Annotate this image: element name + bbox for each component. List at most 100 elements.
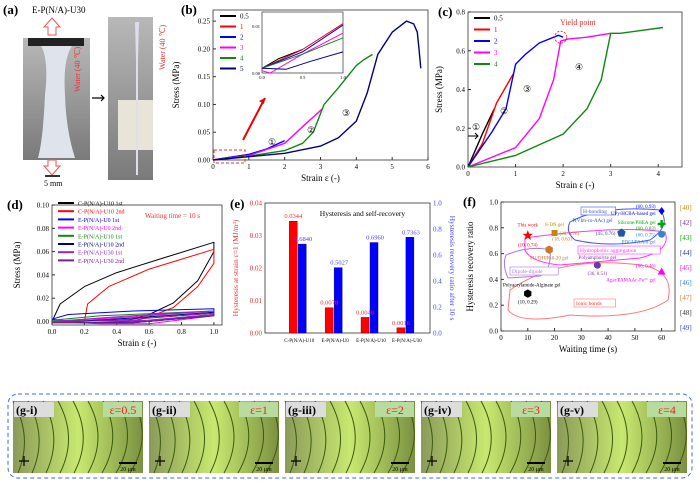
reference-label: [48] <box>680 309 692 317</box>
arrow-right-icon <box>468 132 479 140</box>
point-name-label: Agar/PAMAAc-Fe³⁺ gel <box>606 278 656 284</box>
y-axis-label: Hysteresis at strain ε=1 (MJ/m³) <box>231 219 240 316</box>
image-tag: (g-ii) <box>152 403 177 417</box>
fiber <box>631 400 643 474</box>
tag-box <box>422 402 462 417</box>
y2-tick-label: 0.0 <box>433 330 442 338</box>
x-axis-label: Waiting time (s) <box>559 344 617 354</box>
bar-recovery <box>298 243 307 334</box>
y-axis-label: Stress (MPa) <box>12 242 22 289</box>
group-label: Ionic bonds <box>576 301 602 307</box>
point-name-label: P(VIm-co-AAc) gel <box>572 219 613 224</box>
strain-label: ε=1 <box>250 403 268 417</box>
legend-label: 4 <box>494 61 498 69</box>
x-tick-label: 6 <box>426 163 430 171</box>
clamp-top <box>28 38 84 46</box>
reference-label: [46] <box>680 279 692 287</box>
y-tick-label: 0.00 <box>250 330 263 338</box>
y-tick-label: 0.03 <box>250 232 263 240</box>
hexagon-marker <box>545 245 553 254</box>
series-line <box>261 23 344 69</box>
arrow-down-icon <box>42 159 62 176</box>
legend-label: 4 <box>240 55 244 63</box>
group-label-box <box>577 245 661 255</box>
region-marker: ② <box>500 106 508 116</box>
legend-label: E-P(N/A)-U10 1st <box>78 233 122 240</box>
crosshair-icon <box>155 456 165 466</box>
yield-point-marker <box>554 30 568 44</box>
inset-x-tick: 0.5 <box>300 75 306 80</box>
x-tick-label: 2 <box>283 163 287 171</box>
bar-label: 0.6960 <box>366 235 384 242</box>
cross-marker <box>657 219 666 228</box>
yield-point-label: Yield point <box>560 18 597 27</box>
image-tag: (g-iv) <box>424 403 451 417</box>
series-line <box>261 49 303 69</box>
series-line <box>261 37 344 69</box>
y-tick-label: 0.02 <box>37 295 50 303</box>
data-point: PU/DHIR-0-20 gel (18, 0.63) <box>530 238 572 262</box>
scale-label: 20 μm <box>664 467 680 473</box>
y-tick-label: 0.8 <box>456 9 465 17</box>
series-line <box>83 248 215 322</box>
legend-label: 3 <box>240 44 244 52</box>
reference-label: [45] <box>680 264 692 272</box>
legend-label: 0.5 <box>494 15 503 23</box>
panel-g-border <box>7 393 693 479</box>
inset-y-tick: 0.01 <box>252 24 260 29</box>
y-tick-label: 0.20 <box>198 45 211 53</box>
image-tag: (g-v) <box>560 403 584 417</box>
micrograph: (g-v) ε=4 20 μm <box>556 400 687 474</box>
x-tick-label: 0 <box>499 334 503 342</box>
micrograph: (g-ii) ε=1 20 μm <box>148 400 279 474</box>
bar-recovery <box>405 237 415 334</box>
fiber <box>480 400 492 474</box>
panel-letter: (c) <box>438 4 452 19</box>
bar-recovery <box>333 267 343 334</box>
y-tick-label: 0.8 <box>489 224 498 232</box>
legend-label: 1 <box>240 23 244 31</box>
data-point: Polyacrylamide-Alginate gel (10, 0.29) <box>503 284 561 306</box>
y-tick-label: 0.10 <box>37 202 50 210</box>
y-tick-label: 0.00 <box>198 157 211 165</box>
x-tick-label: 0.2 <box>80 328 89 336</box>
fiber <box>208 400 220 474</box>
fiber <box>601 400 613 474</box>
waiting-time-note: Waiting time = 10 s <box>145 212 200 220</box>
fiber <box>57 400 69 474</box>
image-tag: (g-i) <box>16 403 37 417</box>
point-coord-label: (20, 0.76) <box>560 232 580 237</box>
stretched-gel <box>135 22 139 175</box>
micrograph: (g-iii) ε=2 20 μm <box>284 400 415 474</box>
bar-recovery <box>369 242 379 334</box>
panel-a: (a) E-P(N/A)-U30 Water (40 ℃) 5 mm Water… <box>3 2 167 188</box>
region-marker: ③ <box>523 84 531 94</box>
fiber <box>193 400 205 474</box>
strain-box <box>511 402 550 417</box>
strain-label: ε=3 <box>522 403 540 417</box>
x-tick-label: 1 <box>247 163 251 171</box>
fiber <box>359 400 371 474</box>
arrow-right-icon <box>92 94 105 102</box>
water-label-2: Water (40 ℃) <box>158 24 167 70</box>
pentagon-marker <box>617 228 626 237</box>
point-name-label: This work <box>518 224 539 229</box>
point-coord-label: (60, 0.83) <box>636 227 656 232</box>
gel-sample <box>36 40 78 158</box>
category-label: E-P(N/A)-U10 <box>356 339 386 344</box>
bar-label: 0.5027 <box>330 260 349 267</box>
x-axis-label: Strain ε (-) <box>556 180 595 190</box>
y-tick-label: 0.06 <box>37 248 50 256</box>
point-coord-label: (45, 0.76) <box>596 232 616 237</box>
fiber <box>87 400 99 474</box>
data-point: PDGI/PAAm gel (60, 0.75) <box>622 230 666 245</box>
bar-label: 0.0016 <box>392 320 411 327</box>
x-tick-label: 5 <box>390 163 394 171</box>
plot-frame <box>264 202 431 334</box>
crosshair-icon <box>563 456 573 466</box>
point-coord-label: (60, 0.93) <box>636 205 656 210</box>
data-point: Polyampholyte gel (36, 0.51) <box>579 256 617 277</box>
series-line <box>212 53 373 161</box>
inset-x-tick: 1.0 <box>340 75 346 80</box>
